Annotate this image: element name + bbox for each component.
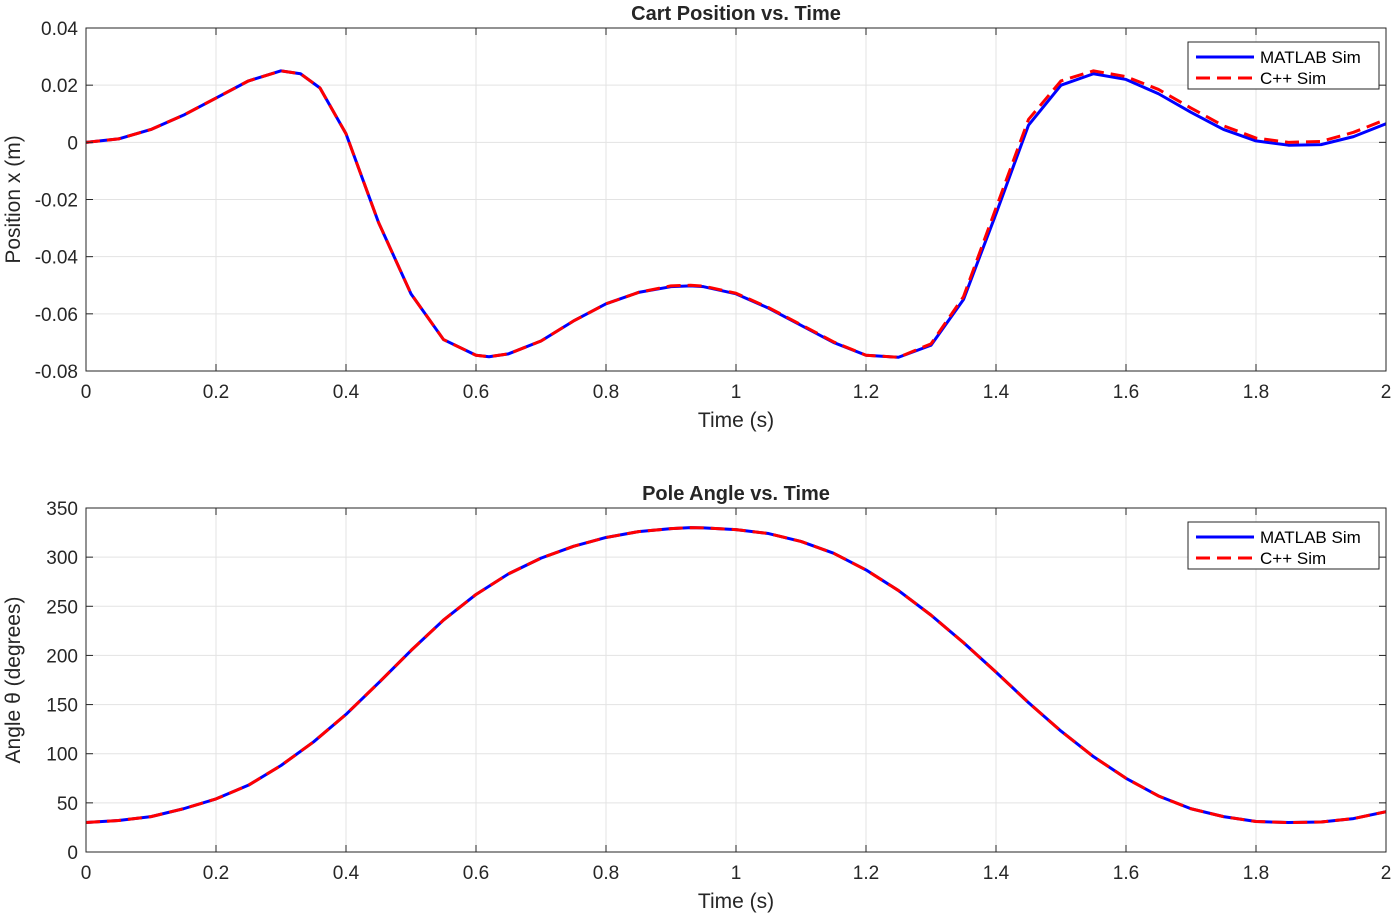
x-tick-label: 0.8 xyxy=(593,382,619,403)
x-axis-label: Time (s) xyxy=(698,409,774,432)
legend-label-matlab-sim: MATLAB Sim xyxy=(1260,48,1361,67)
x-tick-label: 1.2 xyxy=(853,382,879,403)
x-tick-label: 0 xyxy=(81,863,92,884)
x-tick-label: 1.6 xyxy=(1113,863,1139,884)
x-tick-label: 0.8 xyxy=(593,863,619,884)
x-tick-label: 0.2 xyxy=(203,863,229,884)
legend-label-matlab-sim: MATLAB Sim xyxy=(1260,528,1361,547)
y-tick-label: 0 xyxy=(67,843,78,864)
legend-box xyxy=(1187,41,1380,90)
y-tick-label: 0 xyxy=(67,133,78,154)
legend-label-cpp-sim: C++ Sim xyxy=(1260,549,1326,568)
x-tick-label: 1.4 xyxy=(983,382,1010,403)
x-tick-label: 1 xyxy=(731,863,742,884)
y-tick-label: 200 xyxy=(46,646,78,667)
legend: MATLAB Sim C++ Sim xyxy=(1187,521,1380,570)
axes-2: 0 0.2 0.4 0.6 0.8 1 1.2 1.4 1.6 1.8 2 0 50 100 150 200 2… xyxy=(2,483,1391,913)
y-tick-label: 50 xyxy=(57,794,78,815)
x-tick-label: 0.6 xyxy=(463,863,489,884)
x-tick-label: 0.4 xyxy=(333,863,360,884)
x-tick-label: 0.4 xyxy=(333,382,360,403)
legend-label-cpp-sim: C++ Sim xyxy=(1260,69,1326,88)
x-tick-label: 2 xyxy=(1381,382,1392,403)
y-tick-label: 0.02 xyxy=(41,76,78,97)
y-tick-label: 100 xyxy=(46,745,78,766)
chart-title: Cart Position vs. Time xyxy=(631,3,841,25)
y-tick-label: 250 xyxy=(46,597,78,618)
y-tick-label: -0.02 xyxy=(35,191,78,212)
x-tick-label: 0.6 xyxy=(463,382,489,403)
y-tick-label: -0.08 xyxy=(35,362,78,383)
x-tick-label: 1.4 xyxy=(983,863,1010,884)
x-tick-label: 0 xyxy=(81,382,92,403)
y-tick-label: -0.04 xyxy=(35,248,79,269)
x-tick-label: 1.8 xyxy=(1243,382,1269,403)
y-tick-label: 350 xyxy=(46,499,78,520)
y-tick-label: 300 xyxy=(46,548,78,569)
legend: MATLAB Sim C++ Sim xyxy=(1187,41,1380,90)
x-tick-label: 1.2 xyxy=(853,863,879,884)
x-tick-label: 1 xyxy=(731,382,742,403)
x-tick-label: 1.8 xyxy=(1243,863,1269,884)
y-tick-label: 0.04 xyxy=(41,19,78,40)
x-tick-label: 0.2 xyxy=(203,382,229,403)
legend-box xyxy=(1187,521,1380,570)
y-tick-label: -0.06 xyxy=(35,305,78,326)
series-line-cpp-sim xyxy=(86,526,1386,825)
series-line-cpp-sim xyxy=(86,69,1386,359)
axes-1: 0 0.2 0.4 0.6 0.8 1 1.2 1.4 1.6 1.8 2 -0.08 -0.06 -0.… xyxy=(2,3,1391,432)
y-axis-label: Position x (m) xyxy=(2,135,25,263)
x-axis-label: Time (s) xyxy=(698,890,774,913)
x-tick-label: 2 xyxy=(1381,863,1392,884)
y-axis-label: Angle θ (degrees) xyxy=(2,597,25,764)
chart-title: Pole Angle vs. Time xyxy=(642,483,830,505)
y-tick-label: 150 xyxy=(46,696,78,717)
x-tick-label: 1.6 xyxy=(1113,382,1139,403)
